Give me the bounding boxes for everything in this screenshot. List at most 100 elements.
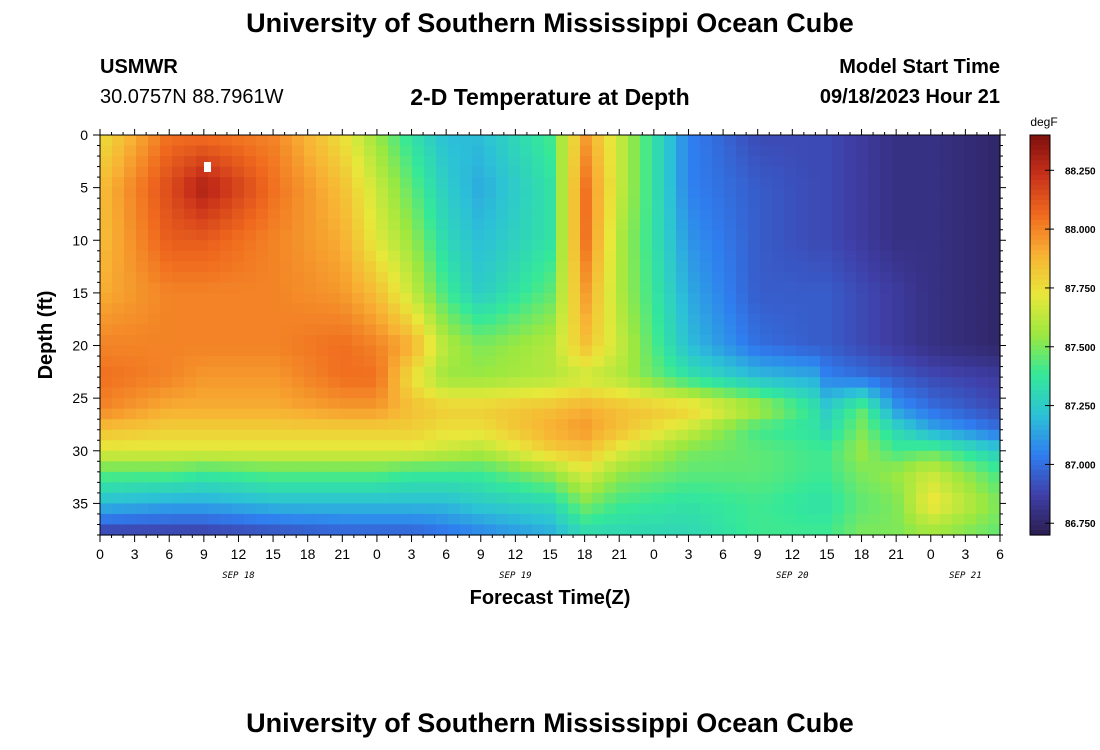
heatmap-cell [136,440,149,452]
heatmap-cell [916,208,929,220]
heatmap-cell [700,461,713,473]
heatmap-cell [352,366,365,378]
heatmap-cell [220,377,233,389]
colorbar-step [1030,330,1050,336]
heatmap-cell [352,345,365,357]
heatmap-cell [700,419,713,431]
heatmap-cell [448,177,461,189]
heatmap-cell [232,387,245,399]
heatmap-cell [448,461,461,473]
heatmap-cell [160,282,173,294]
heatmap-cell [724,408,737,420]
heatmap-cell [940,335,953,347]
heatmap-cell [448,482,461,494]
heatmap-cell [760,524,773,536]
heatmap-cell [364,135,377,147]
heatmap-cell [280,177,293,189]
heatmap-cell [748,292,761,305]
heatmap-cell [520,450,533,462]
heatmap-cell [124,145,137,157]
heatmap-cell [604,419,617,431]
heatmap-cell [460,440,473,452]
colorbar-step [1030,200,1050,206]
heatmap-cell [136,187,149,199]
heatmap-cell [976,398,989,410]
heatmap-cell [328,292,341,305]
heatmap-cell [232,145,245,157]
heatmap-cell [424,366,437,378]
heatmap-cell [568,345,581,357]
heatmap-cell [388,229,401,241]
heatmap-cell [796,198,809,210]
heatmap-cell [448,524,461,536]
heatmap-cell [292,377,305,389]
heatmap-cell [880,377,893,389]
heatmap-cell [364,440,377,452]
heatmap-cell [172,145,185,157]
heatmap-cell [100,419,113,431]
heatmap-cell [664,282,677,294]
heatmap-cell [628,313,641,326]
heatmap-cell [328,156,341,168]
heatmap-cell [436,513,449,526]
heatmap-cell [400,177,413,189]
heatmap-cell [136,282,149,294]
heatmap-cell [568,324,581,336]
heatmap-cell [580,219,593,231]
heatmap-cell [448,271,461,283]
heatmap-cell [568,419,581,431]
heatmap-cell [400,229,413,241]
heatmap-cell [184,419,197,431]
heatmap-cell [556,482,569,494]
heatmap-cell [496,377,509,389]
heatmap-cell [700,471,713,483]
heatmap-cell [844,419,857,431]
heatmap-cell [268,187,281,199]
heatmap-cell [892,145,905,157]
heatmap-cell [280,219,293,231]
heatmap-cell [976,429,989,441]
heatmap-cell [712,398,725,410]
heatmap-cell [568,450,581,462]
heatmap-cell [244,492,257,505]
heatmap-cell [400,408,413,420]
heatmap-cell [220,187,233,199]
heatmap-cell [184,135,197,147]
heatmap-cell [436,240,449,252]
heatmap-cell [580,282,593,294]
heatmap-cell [652,408,665,420]
heatmap-cell [196,356,209,368]
heatmap-cell [508,387,521,399]
heatmap-cell [292,398,305,410]
heatmap-cell [484,461,497,473]
heatmap-cell [280,271,293,283]
heatmap-cell [172,135,185,147]
heatmap-cell [964,461,977,473]
heatmap-cell [136,145,149,157]
heatmap-cell [160,166,173,178]
heatmap-cell [772,524,785,536]
heatmap-cell [436,282,449,294]
heatmap-cell [808,440,821,452]
y-tick-label: 20 [72,338,88,354]
heatmap-cell [928,377,941,389]
heatmap-cell [256,313,269,326]
heatmap-cell [148,324,161,336]
heatmap-cell [964,208,977,220]
heatmap-cell [748,471,761,483]
heatmap-cell [928,240,941,252]
heatmap-cell [208,461,221,473]
heatmap-cell [592,261,605,273]
heatmap-cell [856,324,869,336]
heatmap-cell [172,219,185,231]
x-tick-label: 3 [131,546,139,562]
heatmap-cell [256,440,269,452]
heatmap-cell [220,135,233,147]
heatmap-cell [304,324,317,336]
heatmap-cell [544,313,557,326]
heatmap-cell [916,219,929,231]
heatmap-cell [472,450,485,462]
heatmap-cell [544,156,557,168]
heatmap-cell [304,177,317,189]
heatmap-cell [976,261,989,273]
